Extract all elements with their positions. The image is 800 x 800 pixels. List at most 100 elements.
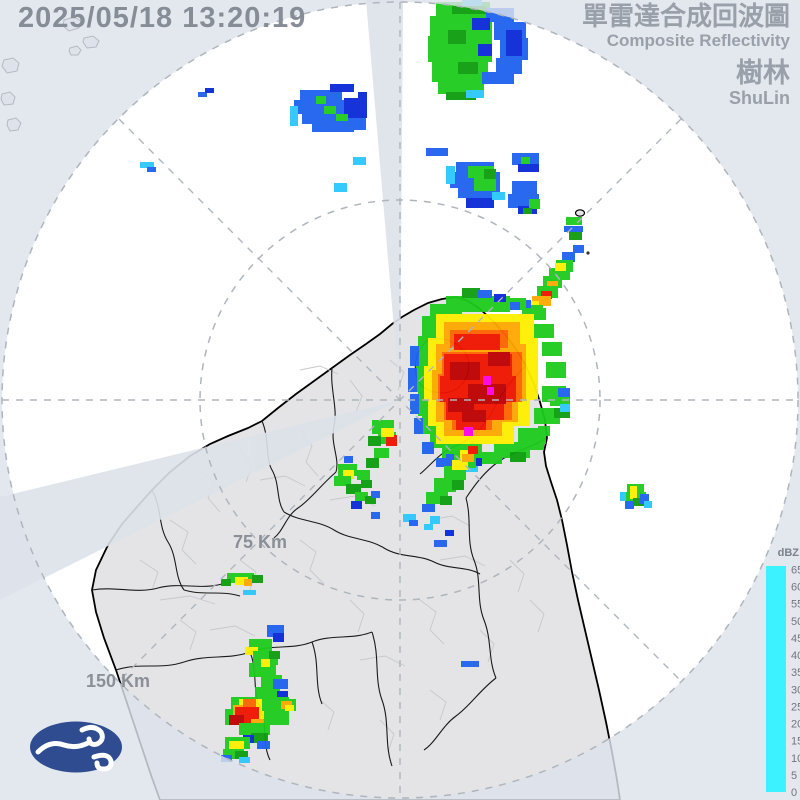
echo-cell (245, 647, 258, 655)
echo-cell (361, 480, 372, 488)
echo-cell (223, 749, 244, 759)
echo-cell (450, 362, 480, 380)
echo-cell (243, 699, 256, 707)
echo-cell (403, 514, 416, 522)
echo-cell (353, 157, 366, 165)
echo-cell (483, 376, 491, 385)
colorbar-tick-label: 50 (791, 616, 800, 628)
radial-dashed-line (118, 118, 682, 682)
echo-cell (542, 342, 562, 356)
echo-cell (410, 346, 419, 366)
echo-cell (547, 281, 558, 289)
echo-cell (426, 148, 448, 156)
echo-cell (510, 452, 526, 462)
echo-cell (562, 252, 575, 262)
echo-cell (472, 18, 490, 30)
echo-cell (386, 435, 397, 446)
echo-cell (408, 368, 417, 392)
echo-cell (558, 388, 570, 397)
echo-cell (640, 494, 649, 504)
echo-cell (422, 504, 435, 512)
echo-cell (244, 579, 252, 586)
colorbar-tick-label: 60 (791, 582, 800, 594)
echo-cell (273, 679, 288, 689)
colorbar-tick-label: 10 (791, 753, 800, 765)
echo-cell (324, 106, 336, 114)
echo-cell (573, 245, 584, 253)
echo-cell (434, 478, 456, 492)
echo-cell (464, 427, 473, 436)
echo-cell (358, 92, 367, 118)
guishan-island (574, 209, 586, 217)
islet-dot (586, 251, 590, 255)
echo-cell (446, 454, 456, 462)
echo-cell (235, 577, 248, 585)
echo-cell (510, 302, 520, 310)
echo-cell (445, 530, 454, 536)
colorbar-tick-label: 5 (791, 770, 797, 782)
echo-cell (446, 166, 455, 184)
echo-cell (261, 659, 270, 667)
echo-cell (371, 491, 380, 498)
echo-cell (478, 290, 492, 298)
echo-cell (285, 705, 294, 711)
echo-cell (334, 476, 351, 486)
echo-cell (569, 232, 582, 240)
echo-cell (633, 498, 646, 506)
logo-cloud-swirl (35, 724, 114, 772)
colorbar-tick-label: 30 (791, 684, 800, 696)
echo-cell (462, 410, 486, 422)
echo-cell (243, 590, 256, 595)
echo-cell (239, 723, 270, 735)
echo-cell (534, 408, 560, 424)
echo-cell (355, 492, 368, 501)
colorbar-tick-label: 15 (791, 736, 800, 748)
echo-cell (368, 436, 381, 446)
echo-cell (625, 501, 634, 509)
echo-cell (446, 92, 476, 100)
echo-cell (452, 480, 464, 490)
echo-cell (440, 496, 452, 505)
echo-cell (538, 426, 550, 436)
echo-cell (252, 575, 263, 583)
echo-cell (330, 84, 354, 92)
west-wedge (0, 400, 400, 600)
echo-cell (487, 387, 494, 395)
echo-cell (198, 92, 207, 97)
echo-cell (532, 296, 551, 306)
echo-cell (620, 492, 626, 501)
echo-cell (430, 516, 440, 524)
colorbar-tick-label: 25 (791, 701, 800, 713)
echo-cell (147, 167, 156, 172)
colorbar-tick-label: 40 (791, 650, 800, 662)
echo-cell (277, 691, 288, 699)
echo-cell (644, 501, 652, 508)
echo-cell (546, 362, 566, 378)
echo-cell (482, 72, 514, 84)
echo-cell (235, 751, 248, 759)
echo-cell (374, 448, 389, 458)
echo-cell (484, 169, 496, 179)
echo-cell (448, 398, 474, 412)
echo-cell (554, 408, 570, 418)
echo-cell (555, 263, 566, 271)
colorbar-tick-label: 35 (791, 667, 800, 679)
echo-cell (229, 715, 244, 725)
echo-cell (334, 183, 347, 192)
echo-cell (371, 512, 380, 519)
ring-label-150km: 150 Km (86, 671, 150, 691)
echo-cell (462, 288, 480, 298)
echo-cell (381, 428, 394, 437)
echo-cell (466, 90, 484, 98)
cwa-logo (30, 721, 122, 773)
echo-cell (316, 96, 326, 104)
echo-cell (365, 496, 376, 504)
echo-cell (496, 58, 522, 74)
echo-cell (424, 524, 433, 530)
echo-cell (251, 733, 268, 743)
echo-cell (290, 106, 298, 126)
